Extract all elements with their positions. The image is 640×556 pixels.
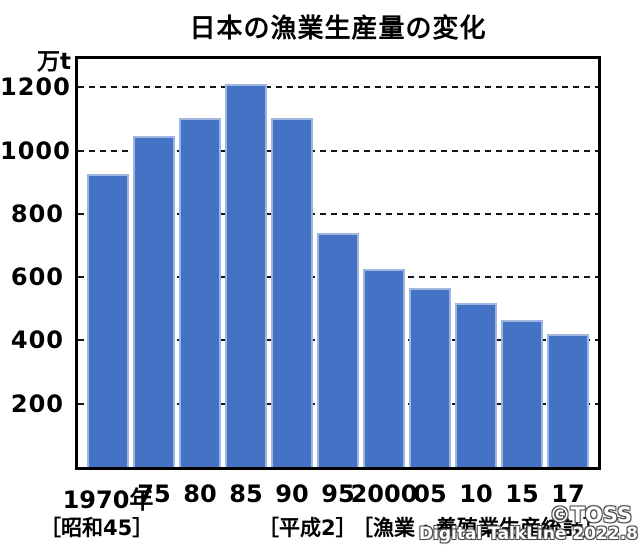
annotation-heisei2: ［平成2］ (258, 516, 357, 540)
x-tick-label-85: 85 (229, 480, 263, 508)
x-tick-label-1970年: 1970年 (62, 486, 154, 514)
bar-15 (501, 320, 543, 467)
x-tick-label-80: 80 (183, 480, 217, 508)
bar-17 (547, 334, 589, 467)
y-tick-label-1200: 1200 (0, 73, 71, 101)
y-axis-unit-label: 万t (37, 49, 71, 75)
chart-title: 日本の漁業生産量の変化 (189, 14, 487, 44)
gridline-1000 (78, 150, 598, 152)
y-tick-label-800: 800 (10, 200, 64, 228)
bar-10 (455, 303, 497, 467)
x-tick-label-2000: 2000 (350, 480, 418, 508)
y-tick-label-400: 400 (10, 326, 64, 354)
plot-area (75, 56, 601, 470)
bar-95 (317, 233, 359, 467)
x-tick-label-90: 90 (275, 480, 309, 508)
bar-85 (225, 84, 267, 467)
gridline-800 (78, 213, 598, 215)
y-tick-label-1000: 1000 (0, 137, 71, 165)
x-tick-label-05: 05 (413, 480, 447, 508)
x-tick-label-17: 17 (551, 480, 585, 508)
bar-05 (409, 288, 451, 467)
bar-2000 (363, 269, 405, 467)
watermark-toss: ©TOSS (549, 503, 632, 527)
bar-80 (179, 118, 221, 467)
x-tick-label-15: 15 (505, 480, 539, 508)
y-tick-label-200: 200 (10, 390, 64, 418)
x-tick-label-10: 10 (459, 480, 493, 508)
bar-90 (271, 118, 313, 467)
bar-75 (133, 136, 175, 467)
y-tick-label-600: 600 (10, 263, 64, 291)
bar-1970年 (87, 174, 129, 467)
x-tick-label-75: 75 (137, 480, 171, 508)
annotation-showa45: ［昭和45］ (40, 516, 154, 540)
gridline-1200 (78, 86, 598, 88)
x-tick-label-95: 95 (321, 480, 355, 508)
annotation-data-source: ［漁業・養殖業生産統計］ (352, 516, 604, 540)
watermark-digital-talkline: Digital TalkLine 2022.8 (418, 524, 638, 544)
